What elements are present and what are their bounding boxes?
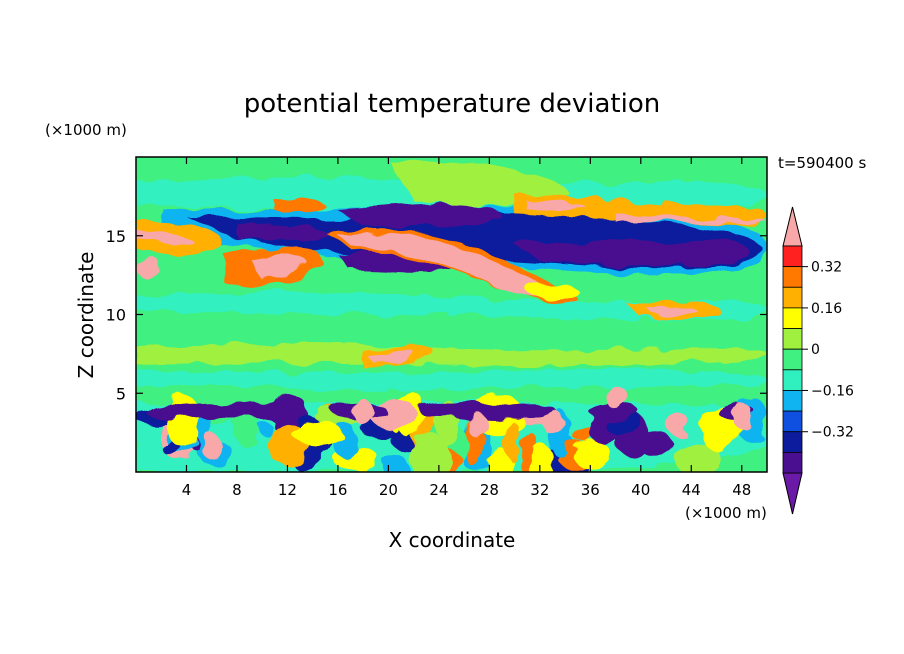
colorbar-upper-arrow	[782, 206, 803, 247]
colorbar: 0.32 0.16 0 −0.16 −0.32	[782, 206, 854, 515]
warm-left-spot	[136, 256, 162, 279]
yellow-streak-tail	[527, 283, 578, 299]
y-unit-label: (×1000 m)	[45, 121, 127, 139]
cold-core-left	[337, 204, 502, 227]
turbulence-cell	[505, 420, 519, 462]
x-tick-label: 16	[328, 481, 347, 499]
x-axis-label: X coordinate	[389, 528, 516, 552]
cold-core-far-left	[236, 223, 328, 241]
band-cyan-low	[136, 369, 767, 389]
colorbar-segment	[782, 431, 803, 453]
x-tick-label: 36	[581, 481, 600, 499]
colorbar-segment	[782, 369, 803, 391]
colorbar-segment	[782, 390, 803, 412]
y-tick-label: 10	[106, 306, 126, 325]
turbulence-cell	[573, 441, 613, 470]
turbulence-warm-core	[605, 383, 626, 409]
y-tick-label: 5	[116, 384, 126, 403]
turbulence-cell	[383, 456, 411, 472]
colorbar-segment	[782, 245, 803, 268]
turbulence-warm-core	[731, 402, 752, 428]
x-tick-label: 24	[429, 481, 448, 499]
band-yellowgreen-mid	[136, 342, 767, 367]
turbulence-warm-core	[542, 409, 563, 435]
warm-layer-aloft-core	[527, 201, 586, 211]
colorbar-segment	[782, 348, 803, 371]
warm-blob-left-core	[249, 253, 307, 280]
turbulence-cell	[165, 393, 200, 448]
colorbar-segment	[782, 410, 803, 433]
turbulence-warm-core	[353, 399, 374, 425]
colorbar-lower-arrow	[782, 472, 803, 515]
warm-left-edge-core	[136, 229, 194, 245]
turbulence-cell	[258, 421, 272, 435]
colorbar-tick-label: 0.16	[811, 301, 842, 317]
x-axis-ticks: 4 8 12 16 20 24 28 32 36 40 44 48	[182, 157, 751, 499]
turbulence-warm-core	[668, 412, 689, 438]
colorbar-segment	[782, 451, 803, 474]
band-yellowgreen-top	[388, 160, 569, 206]
turbulence-cap-cold	[145, 402, 191, 419]
x-tick-label: 4	[182, 481, 192, 499]
plot-area	[136, 157, 767, 472]
x-tick-label: 12	[278, 481, 297, 499]
warm-layer-aloft-core-right	[615, 213, 767, 224]
colorbar-segment	[782, 266, 803, 288]
turbulence-cell	[411, 432, 450, 472]
warm-blob-midlevel-core	[369, 351, 417, 365]
turbulence-cell	[682, 444, 713, 471]
turbulence-warm-core	[466, 412, 487, 438]
colorbar-segment	[782, 307, 803, 329]
y-tick-label: 15	[106, 227, 126, 246]
colorbar-tick-label: 0	[811, 342, 820, 358]
turbulence-cell	[530, 444, 555, 472]
time-label: t=590400 s	[778, 154, 866, 172]
contour-fields	[136, 160, 767, 472]
colorbar-tick-label: 0.32	[811, 260, 842, 276]
turbulence-warm-core	[201, 434, 222, 460]
x-tick-label: 20	[379, 481, 398, 499]
warm-blob-top	[274, 199, 323, 211]
warm-blob-right-core	[647, 306, 698, 316]
cold-core-right	[514, 239, 749, 267]
turbulence-cap-cold	[588, 402, 639, 419]
tilted-streak-core	[337, 232, 555, 299]
chart-title: potential temperature deviation	[244, 89, 660, 119]
colorbar-tick-label: −0.16	[811, 383, 854, 399]
colorbar-segment	[782, 286, 803, 309]
x-tick-label: 32	[530, 481, 549, 499]
turbulence-cell	[291, 420, 343, 445]
y-axis-ticks: 5 10 15	[106, 227, 767, 403]
x-tick-label: 48	[732, 481, 751, 499]
y-axis-label: Z coordinate	[74, 252, 98, 379]
x-tick-label: 28	[480, 481, 499, 499]
x-tick-label: 44	[682, 481, 701, 499]
colorbar-segment	[782, 328, 803, 350]
x-unit-label: (×1000 m)	[685, 504, 767, 522]
colorbar-tick-label: −0.32	[811, 425, 854, 441]
x-tick-label: 40	[631, 481, 650, 499]
x-tick-label: 8	[232, 481, 242, 499]
band-cyan-mid	[136, 292, 767, 321]
